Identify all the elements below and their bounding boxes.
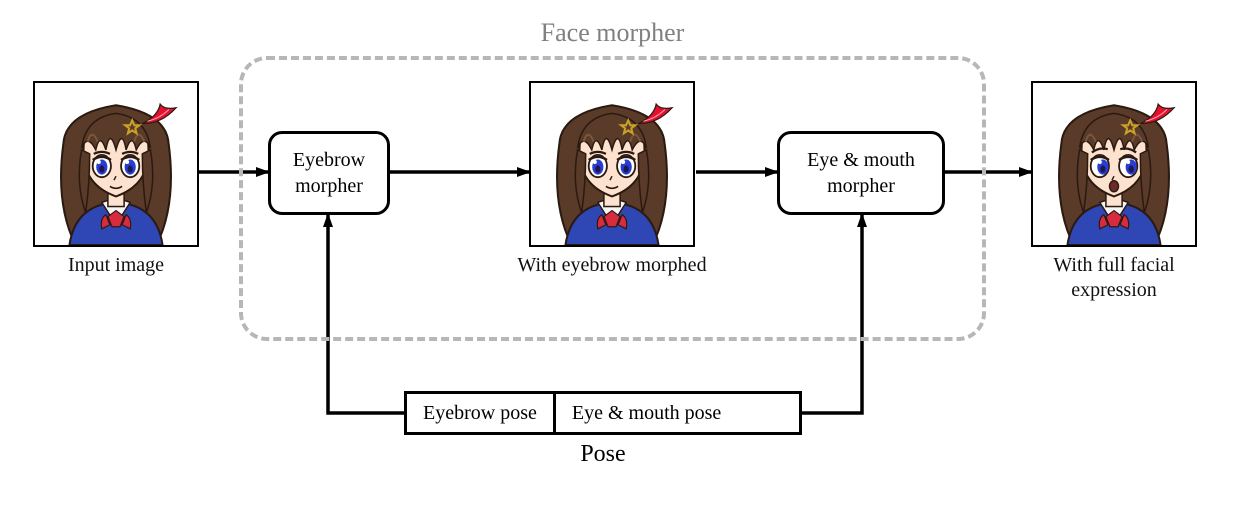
pose-label: Pose xyxy=(404,441,802,468)
input-image xyxy=(33,81,199,247)
pose-cell-eye-mouth: Eye & mouth pose xyxy=(553,394,737,432)
face-morpher-group-label: Face morpher xyxy=(239,18,986,48)
mid-image-caption: With eyebrow morphed xyxy=(512,253,712,278)
output-image xyxy=(1031,81,1197,247)
eyebrow-morpher-node: Eyebrow morpher xyxy=(268,131,390,215)
eye-mouth-morpher-node: Eye & mouth morpher xyxy=(777,131,945,215)
pose-table: Eyebrow pose Eye & mouth pose xyxy=(404,391,802,435)
input-image-caption: Input image xyxy=(26,253,206,278)
output-image-caption: With full facial expression xyxy=(1014,253,1214,303)
mid-image xyxy=(529,81,695,247)
pose-cell-eyebrow: Eyebrow pose xyxy=(407,394,553,432)
